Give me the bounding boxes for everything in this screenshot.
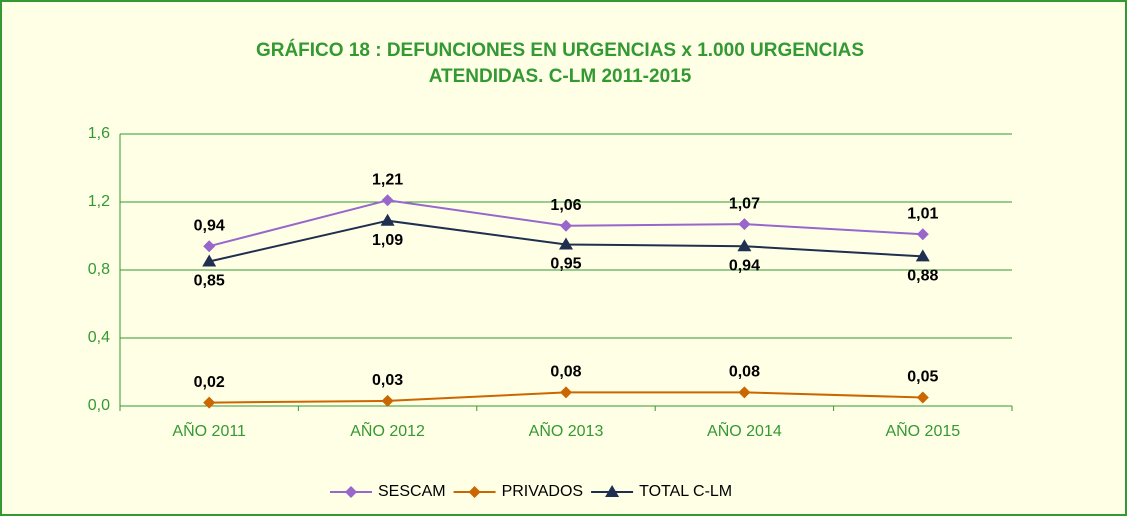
y-tick-label: 0,8	[88, 261, 110, 278]
marker	[737, 239, 752, 252]
legend-label: PRIVADOS	[502, 483, 584, 500]
data-label: 0,95	[550, 256, 581, 273]
x-tick-label: AÑO 2012	[350, 420, 425, 440]
marker	[560, 219, 572, 232]
marker	[915, 249, 930, 262]
marker	[203, 240, 216, 253]
marker	[381, 394, 394, 407]
marker	[916, 391, 929, 404]
legend-label: SESCAM	[378, 483, 446, 500]
marker	[738, 386, 751, 399]
legend-label: TOTAL C-LM	[639, 483, 732, 500]
data-label: 0,85	[194, 273, 225, 290]
chart-title: GRÁFICO 18 : DEFUNCIONES EN URGENCIAS x …	[256, 39, 864, 61]
marker	[381, 194, 394, 207]
marker	[916, 228, 929, 241]
x-tick-label: AÑO 2013	[529, 420, 604, 440]
y-tick-label: 1,2	[88, 193, 110, 210]
data-label: 1,01	[907, 206, 938, 223]
data-label: 0,03	[372, 372, 403, 389]
x-tick-label: AÑO 2014	[707, 420, 782, 440]
data-label: 1,09	[372, 232, 403, 249]
data-label: 0,94	[729, 257, 760, 274]
marker	[738, 218, 751, 231]
legend-marker	[345, 486, 357, 498]
legend-marker	[468, 486, 481, 498]
data-label: 1,06	[550, 197, 581, 214]
data-label: 0,08	[550, 364, 581, 381]
marker	[203, 396, 216, 409]
marker	[559, 237, 573, 250]
data-label: 0,05	[907, 369, 938, 386]
legend-marker	[605, 485, 620, 497]
x-tick-label: AÑO 2011	[172, 420, 246, 440]
y-tick-label: 0,0	[88, 397, 110, 414]
marker	[380, 213, 395, 226]
chart-title: ATENDIDAS. C-LM 2011-2015	[429, 66, 692, 87]
data-label: 0,08	[729, 364, 760, 381]
marker	[202, 254, 217, 267]
marker	[560, 386, 572, 399]
data-label: 0,02	[194, 374, 225, 391]
y-tick-label: 1,6	[88, 125, 110, 142]
x-tick-label: AÑO 2015	[885, 420, 960, 440]
data-label: 0,88	[907, 268, 938, 285]
data-label: 1,07	[729, 195, 760, 212]
data-label: 1,21	[372, 172, 403, 189]
y-tick-label: 0,4	[88, 329, 110, 346]
data-label: 0,94	[194, 217, 225, 234]
